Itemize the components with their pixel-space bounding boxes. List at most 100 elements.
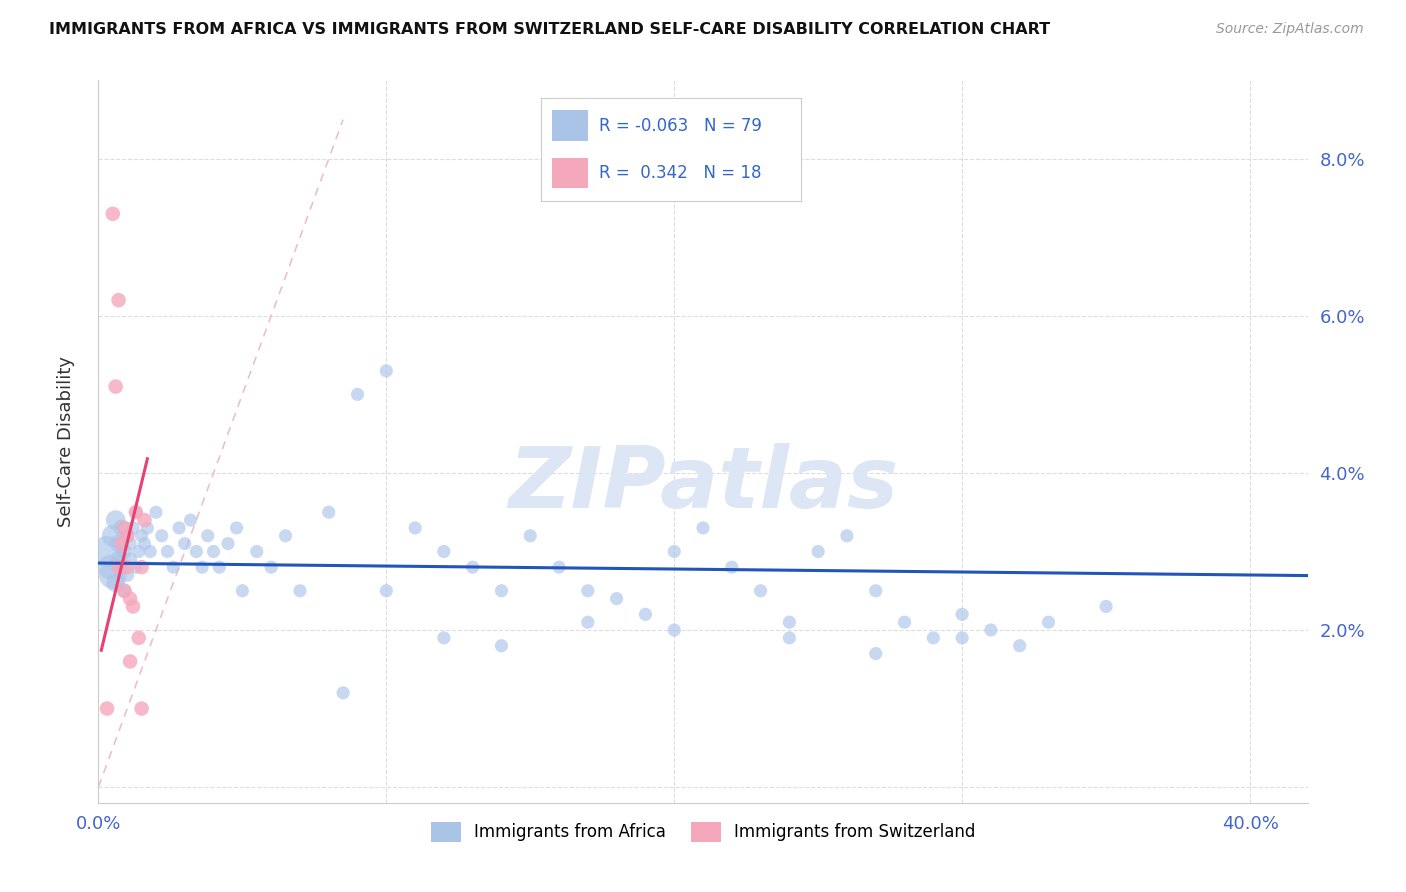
Point [107, 552, 129, 566]
Point [110, 521, 132, 535]
Text: ZIPatlas: ZIPatlas [508, 443, 898, 526]
Text: R = -0.063   N = 79: R = -0.063 N = 79 [599, 117, 762, 135]
Point [120, 591, 142, 606]
Point [115, 529, 138, 543]
Point [104, 379, 127, 393]
Point [110, 560, 132, 574]
Point [98, 560, 121, 574]
Point [576, 583, 599, 598]
Point [433, 631, 456, 645]
Point [150, 529, 173, 543]
Point [346, 387, 368, 401]
Text: Source: ZipAtlas.com: Source: ZipAtlas.com [1216, 22, 1364, 37]
Text: R =  0.342   N = 18: R = 0.342 N = 18 [599, 164, 761, 182]
Point [664, 544, 686, 558]
Point [950, 631, 973, 645]
Point [332, 686, 354, 700]
Point [134, 513, 156, 527]
Point [112, 583, 135, 598]
Point [318, 505, 340, 519]
Point [807, 544, 830, 558]
Point [128, 631, 150, 645]
Point [107, 536, 129, 550]
Point [101, 568, 124, 582]
Point [180, 513, 202, 527]
Point [208, 560, 231, 574]
Point [101, 207, 124, 221]
Point [107, 560, 129, 574]
Point [122, 599, 145, 614]
Point [120, 655, 142, 669]
Point [491, 639, 513, 653]
Point [125, 505, 148, 519]
Point [173, 536, 195, 550]
Point [107, 293, 129, 308]
Point [664, 623, 686, 637]
Point [749, 583, 772, 598]
Point [110, 536, 132, 550]
Point [96, 701, 118, 715]
Text: IMMIGRANTS FROM AFRICA VS IMMIGRANTS FROM SWITZERLAND SELF-CARE DISABILITY CORRE: IMMIGRANTS FROM AFRICA VS IMMIGRANTS FRO… [49, 22, 1050, 37]
Point [122, 521, 145, 535]
Point [606, 591, 628, 606]
Point [433, 544, 456, 558]
Legend: Immigrants from Africa, Immigrants from Switzerland: Immigrants from Africa, Immigrants from … [423, 815, 983, 848]
Point [115, 568, 138, 582]
Point [865, 647, 887, 661]
Point [131, 529, 153, 543]
Point [922, 631, 945, 645]
Point [139, 544, 162, 558]
Point [191, 560, 214, 574]
Point [104, 513, 127, 527]
Point [893, 615, 915, 630]
Point [1008, 639, 1031, 653]
Point [134, 536, 156, 550]
Point [1095, 599, 1118, 614]
Point [136, 521, 159, 535]
Point [104, 575, 127, 590]
Point [404, 521, 426, 535]
Point [197, 529, 219, 543]
Point [120, 536, 142, 550]
Point [548, 560, 571, 574]
Point [112, 583, 135, 598]
Point [231, 583, 253, 598]
Point [128, 544, 150, 558]
Point [274, 529, 297, 543]
Bar [551, 111, 588, 141]
Point [112, 544, 135, 558]
Point [217, 536, 239, 550]
Point [634, 607, 657, 622]
Point [1038, 615, 1060, 630]
Point [131, 701, 153, 715]
Point [950, 607, 973, 622]
Point [145, 505, 167, 519]
Point [375, 583, 398, 598]
Point [461, 560, 484, 574]
Point [112, 521, 135, 535]
Point [835, 529, 858, 543]
Point [375, 364, 398, 378]
Point [778, 615, 800, 630]
Point [778, 631, 800, 645]
Point [167, 521, 190, 535]
Point [101, 529, 124, 543]
Point [576, 615, 599, 630]
Point [186, 544, 208, 558]
Point [115, 529, 138, 543]
Point [125, 560, 148, 574]
Point [225, 521, 247, 535]
Point [260, 560, 283, 574]
Point [156, 544, 179, 558]
Point [202, 544, 225, 558]
Point [96, 544, 118, 558]
Bar [551, 158, 588, 188]
Point [120, 552, 142, 566]
Point [288, 583, 311, 598]
Point [246, 544, 269, 558]
Point [980, 623, 1002, 637]
Point [115, 560, 138, 574]
Point [131, 560, 153, 574]
Point [692, 521, 714, 535]
Point [720, 560, 742, 574]
